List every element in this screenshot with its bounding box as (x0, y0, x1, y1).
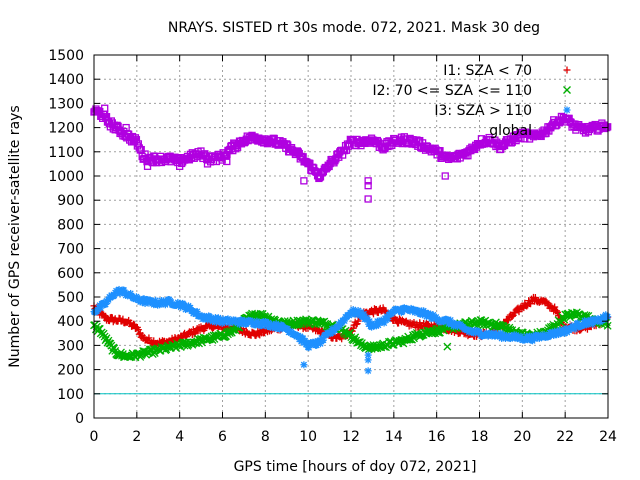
data-point (423, 326, 432, 335)
x-tick-label: 18 (471, 429, 489, 445)
data-point (354, 317, 362, 325)
data-point (130, 320, 138, 328)
outlier-point (101, 104, 109, 112)
y-tick-label: 1500 (48, 48, 84, 64)
data-point (283, 140, 291, 148)
outlier-point (364, 182, 372, 190)
y-tick-label: 300 (57, 338, 84, 354)
legend-marker (563, 86, 571, 94)
y-tick-label: 1300 (48, 96, 84, 112)
outlier-point (315, 174, 323, 183)
data-point (515, 308, 523, 316)
data-point (369, 310, 377, 318)
data-point (113, 121, 121, 130)
x-tick-label: 8 (261, 429, 270, 445)
data-point (137, 145, 145, 154)
data-point (356, 341, 365, 350)
data-point (366, 317, 374, 325)
data-point (330, 159, 338, 167)
data-point (338, 151, 347, 159)
y-tick-label: 1200 (48, 121, 84, 137)
legend-label: I2: 70 <= SZA <= 110 (372, 83, 532, 99)
outlier-point (122, 123, 130, 132)
data-point (135, 144, 143, 152)
legend-label: global (489, 123, 532, 139)
legend-marker (563, 106, 571, 114)
y-tick-label: 1100 (48, 145, 84, 161)
outlier-point (364, 356, 372, 364)
x-tick-label: 4 (175, 429, 184, 445)
y-tick-label: 600 (57, 266, 84, 282)
x-axis-label: GPS time [hours of doy 072, 2021] (234, 459, 477, 475)
legend: I1: SZA < 70 I2: 70 <= SZA <= 110 I3: SZA … (372, 63, 571, 139)
outlier-point (364, 177, 372, 185)
y-tick-label: 500 (57, 290, 84, 306)
legend-label: I3: SZA > 110 (434, 103, 532, 119)
y-tick-label: 100 (57, 387, 84, 403)
outlier-point (203, 160, 212, 168)
data-point (110, 344, 119, 353)
y-tick-label: 900 (57, 193, 84, 209)
x-tick-label: 2 (132, 429, 141, 445)
x-tick-label: 12 (342, 429, 360, 445)
data-point (553, 307, 561, 315)
x-tick-label: 20 (513, 429, 531, 445)
y-tick-label: 200 (57, 363, 84, 379)
x-tick-label: 6 (218, 429, 227, 445)
y-tick-label: 1400 (48, 72, 84, 88)
outlier-point (300, 361, 308, 369)
data-point (508, 312, 516, 320)
chart-title: NRAYS. SISTED rt 30s mode. 072, 2021. Ma… (168, 20, 540, 36)
outlier-point (300, 177, 308, 185)
x-tick-label: 24 (599, 429, 617, 445)
outlier-point (441, 172, 449, 180)
x-tick-label: 14 (385, 429, 403, 445)
data-point (145, 334, 153, 342)
y-tick-label: 800 (57, 217, 84, 233)
series-2 (90, 285, 612, 352)
outliers (101, 104, 452, 375)
outlier-point (176, 162, 184, 170)
data-point (319, 336, 327, 344)
ticks: 0 2 4 6 8 10 12 14 16 18 20 22 240100200300400500600… (48, 48, 617, 445)
y-tick-label: 1000 (48, 169, 84, 185)
outlier-point (443, 342, 452, 351)
x-tick-label: 16 (428, 429, 446, 445)
data-point (551, 303, 559, 311)
grid (94, 55, 608, 418)
data-point (345, 329, 354, 338)
y-tick-label: 700 (57, 242, 84, 258)
legend-label: I1: SZA < 70 (443, 63, 532, 79)
x-tick-label: 0 (90, 429, 99, 445)
x-tick-label: 10 (299, 429, 317, 445)
outlier-point (223, 157, 231, 166)
y-tick-label: 400 (57, 314, 84, 330)
x-tick-label: 22 (556, 429, 574, 445)
legend-marker (563, 66, 571, 74)
outlier-point (364, 195, 372, 203)
y-axis-label: Number of GPS receiver-satellite rays (7, 105, 23, 367)
series-layer (90, 104, 612, 375)
y-tick-label: 0 (75, 411, 84, 427)
outlier-point (143, 162, 152, 170)
outlier-point (364, 367, 372, 375)
